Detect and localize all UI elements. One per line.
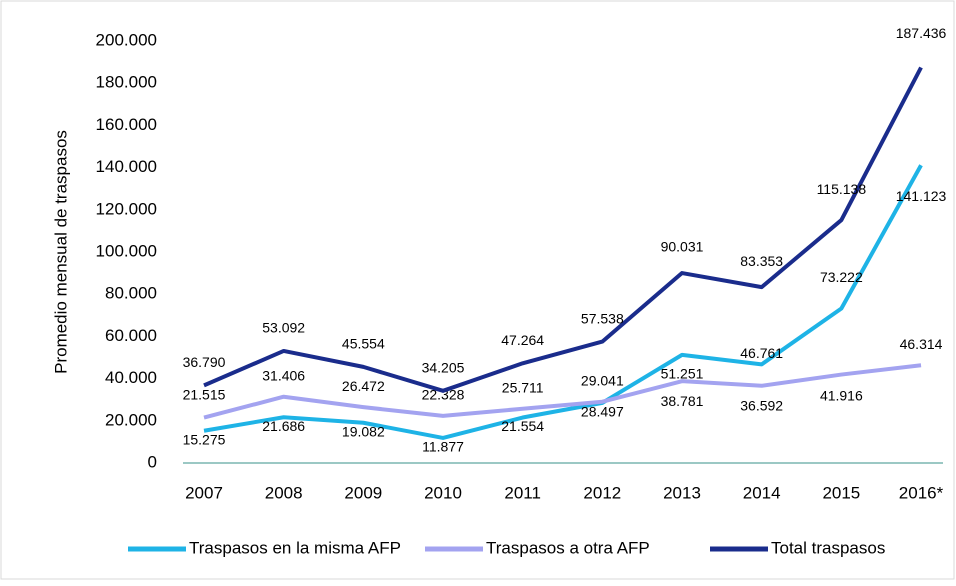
y-tick-label: 80.000 (105, 284, 157, 303)
x-tick-label: 2011 (504, 483, 541, 502)
data-label: 19.082 (342, 423, 385, 439)
y-tick-label: 0 (148, 452, 157, 471)
data-label: 22.328 (422, 387, 465, 403)
data-label: 187.436 (896, 25, 947, 41)
legend-label: Traspasos en la misma AFP (189, 538, 401, 557)
data-label: 115.138 (817, 181, 867, 197)
data-label: 21.515 (183, 386, 226, 402)
data-label: 26.472 (342, 378, 385, 394)
data-label: 57.538 (581, 310, 624, 326)
data-label: 34.205 (422, 360, 465, 376)
x-tick-label: 2009 (344, 483, 382, 502)
data-label: 15.275 (183, 431, 226, 447)
x-tick-label: 2015 (822, 483, 860, 502)
data-label: 45.554 (342, 336, 385, 352)
data-label: 28.497 (581, 404, 624, 420)
data-label: 36.790 (183, 354, 226, 370)
x-tick-label: 2012 (583, 483, 621, 502)
data-label: 41.916 (820, 387, 863, 403)
x-tick-label: 2010 (424, 483, 462, 502)
y-tick-label: 160.000 (96, 115, 157, 134)
y-tick-label: 60.000 (105, 326, 157, 345)
y-tick-label: 100.000 (96, 241, 157, 260)
x-tick-label: 2014 (743, 483, 781, 502)
data-label: 47.264 (501, 332, 544, 348)
data-label: 21.686 (262, 418, 305, 434)
data-label: 46.314 (900, 336, 943, 352)
x-tick-label: 2016* (899, 483, 944, 502)
data-label: 46.761 (740, 345, 783, 361)
x-tick-label: 2007 (185, 483, 223, 502)
series-line (203, 363, 922, 420)
data-label: 31.406 (262, 367, 305, 383)
series-line (203, 164, 923, 440)
data-label: 29.041 (581, 372, 624, 388)
data-label: 53.092 (262, 320, 305, 336)
data-label: 21.554 (501, 418, 544, 434)
data-label: 25.711 (502, 379, 544, 395)
x-tick-label: 2008 (265, 483, 303, 502)
data-label: 11.877 (422, 439, 464, 455)
data-label: 141.123 (896, 188, 947, 204)
data-label: 38.781 (661, 393, 704, 409)
x-tick-label: 2013 (663, 483, 701, 502)
y-tick-label: 40.000 (105, 368, 157, 387)
legend-label: Traspasos a otra AFP (486, 538, 650, 557)
legend-label: Total traspasos (771, 538, 885, 557)
data-label: 83.353 (740, 253, 783, 269)
series-line (203, 66, 923, 393)
data-label: 73.222 (820, 269, 863, 285)
data-label: 51.251 (661, 366, 704, 382)
y-tick-label: 200.000 (96, 30, 157, 49)
y-tick-label: 20.000 (105, 410, 157, 429)
y-tick-label: 140.000 (96, 157, 157, 176)
y-tick-label: 180.000 (96, 73, 157, 92)
y-tick-label: 120.000 (96, 199, 157, 218)
y-axis-title: Promedio mensual de traspasos (51, 130, 70, 374)
data-label: 36.592 (740, 397, 783, 413)
data-label: 90.031 (661, 239, 704, 255)
